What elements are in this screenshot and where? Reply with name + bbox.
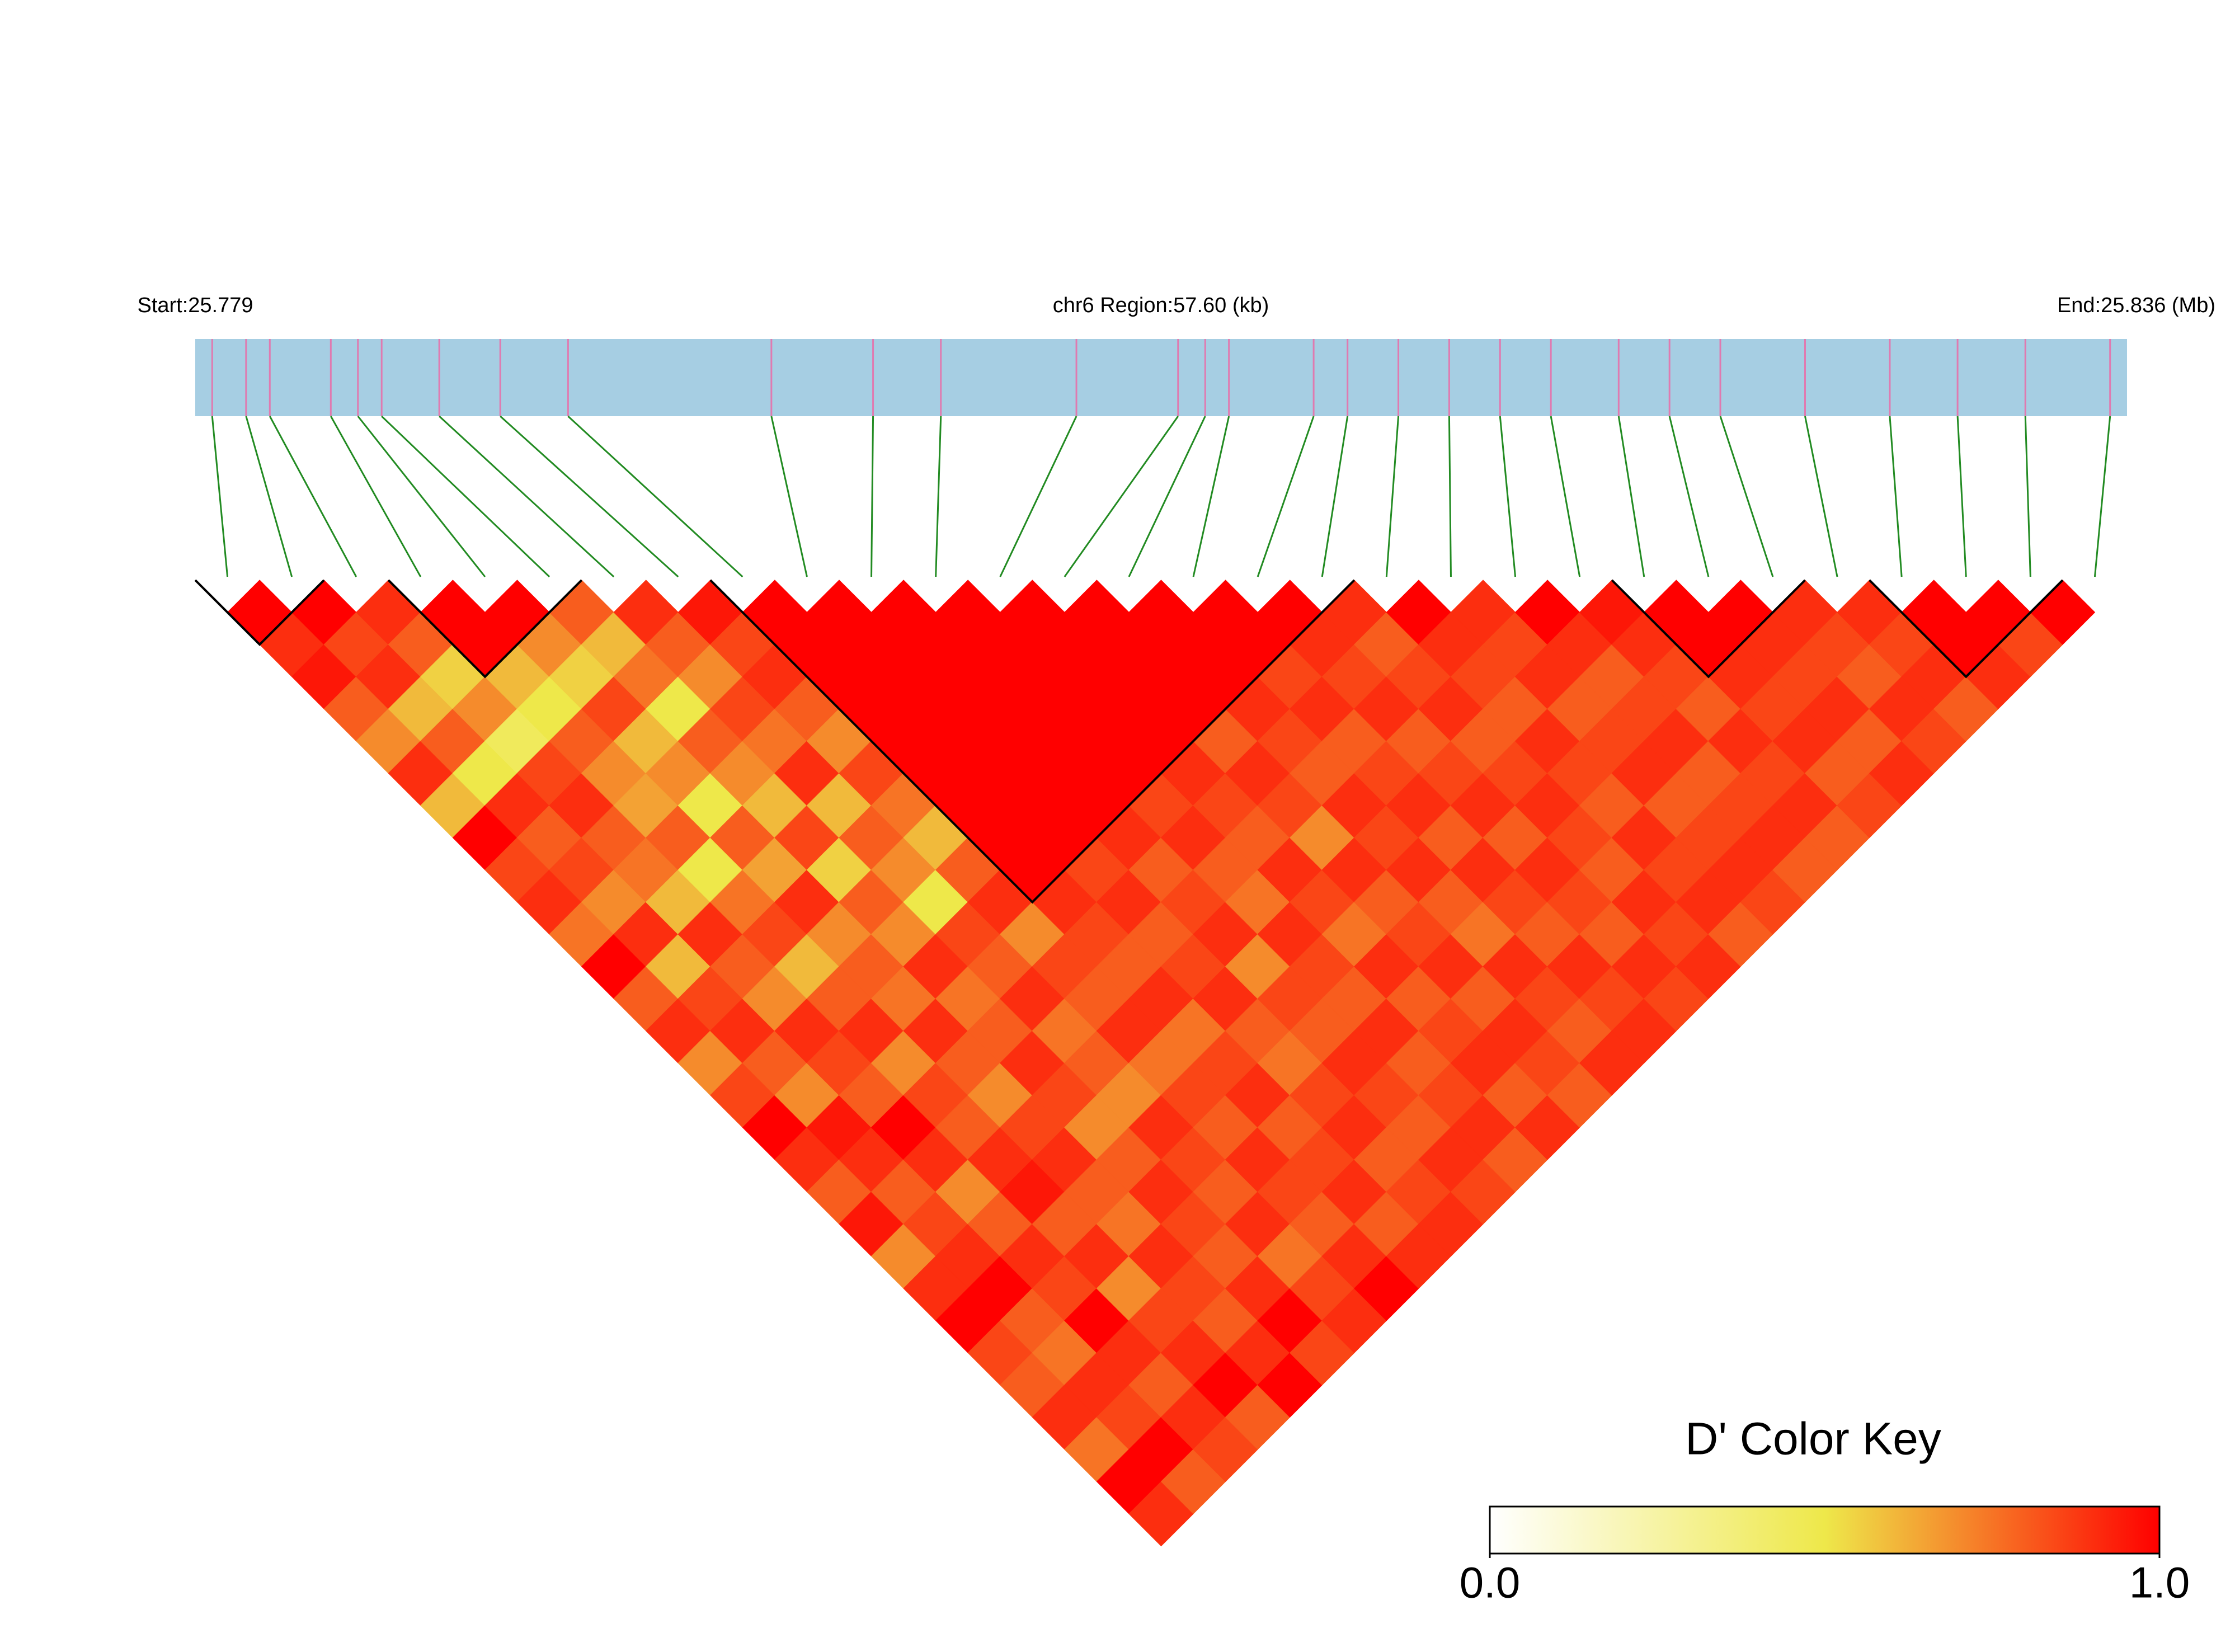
region-label: chr6 Region:57.60 (kb) bbox=[1053, 294, 1269, 317]
ld-block bbox=[1611, 579, 1806, 679]
key-title: D' Color Key bbox=[1685, 1414, 1941, 1465]
ld-block bbox=[1869, 579, 2064, 679]
snp-connector bbox=[1499, 416, 1517, 577]
snp-connector bbox=[439, 415, 615, 578]
end-label: End:25.836 (Mb) bbox=[2057, 294, 2215, 317]
snp-connector bbox=[211, 416, 229, 577]
snp-connector bbox=[1257, 416, 1315, 577]
snp-connector bbox=[357, 416, 486, 577]
snp-connector bbox=[935, 416, 942, 577]
snp-connector bbox=[2024, 416, 2031, 577]
snp-connector bbox=[1956, 416, 1967, 577]
snp-connector bbox=[999, 416, 1077, 577]
snp-connector bbox=[1617, 416, 1645, 577]
key-tick-label: 0.0 bbox=[1460, 1558, 1520, 1607]
snp-connector bbox=[1889, 416, 1903, 577]
snp-connector bbox=[381, 415, 550, 578]
snp-connector bbox=[871, 416, 874, 577]
snp-connector bbox=[1719, 416, 1774, 577]
snp-connector bbox=[1550, 416, 1581, 577]
snp-connector bbox=[1448, 416, 1452, 577]
gene-bar bbox=[195, 339, 2127, 416]
snp-connector bbox=[1192, 416, 1230, 577]
start-label: Start:25.779 bbox=[137, 294, 253, 317]
snp-connector bbox=[330, 416, 422, 577]
snp-connector bbox=[1385, 416, 1400, 577]
snp-connector bbox=[1128, 416, 1206, 577]
snp-connector bbox=[1804, 416, 1838, 577]
snp-connector bbox=[2093, 416, 2111, 577]
snp-connector bbox=[770, 416, 808, 577]
snp-connector bbox=[269, 416, 357, 577]
color-key bbox=[1489, 1505, 2161, 1555]
snp-connector bbox=[245, 416, 293, 577]
ld-block bbox=[387, 579, 583, 679]
snp-connector bbox=[1064, 416, 1179, 577]
key-tick-label: 1.0 bbox=[2129, 1558, 2190, 1607]
ld-block bbox=[194, 579, 325, 646]
snp-connector bbox=[567, 415, 744, 578]
snp-connector bbox=[500, 415, 679, 578]
ld-block bbox=[709, 579, 1356, 904]
snp-connector bbox=[1321, 416, 1349, 577]
snp-connector bbox=[1668, 416, 1710, 577]
